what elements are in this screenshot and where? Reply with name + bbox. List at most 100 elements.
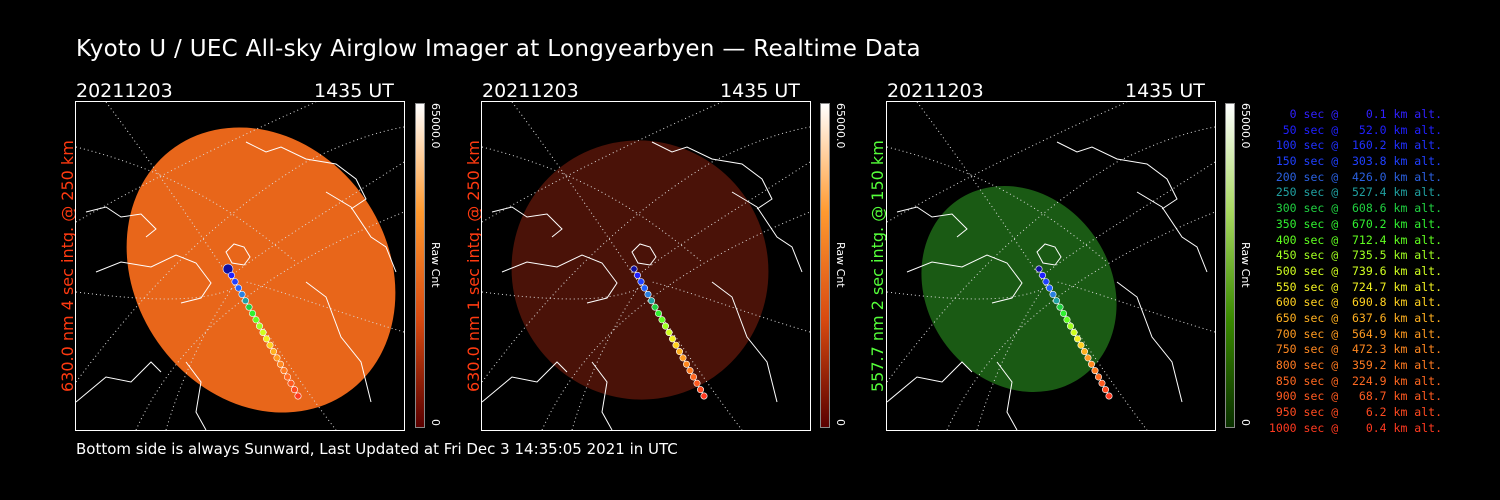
track-point [1081,348,1089,356]
latlon-grid [76,102,404,430]
track-point [686,367,694,375]
panel-2-cbar-min: 0 [834,419,847,426]
track-point [690,373,698,381]
legend-row: 550 sec @ 724.7 km alt. [1268,279,1442,294]
legend-row: 350 sec @ 670.2 km alt. [1268,216,1442,231]
legend-row: 300 sec @ 608.6 km alt. [1268,201,1442,216]
track-point [1067,322,1075,330]
track-point [277,360,285,368]
legend-row: 650 sec @ 637.6 km alt. [1268,310,1442,325]
track-point [655,309,663,317]
sky-image-disc [126,127,396,413]
panel-3-cbar-min: 0 [1239,419,1252,426]
track-point [665,329,673,337]
track-point [245,303,253,311]
footer-status: Bottom side is always Sunward, Last Upda… [76,440,678,458]
track-point [1060,309,1068,317]
track-point [235,284,243,292]
panel-1-image [75,101,405,431]
track-point [1046,284,1054,292]
panel-1-cbar-label: Raw Cnt [429,242,442,288]
legend-row: 750 sec @ 472.3 km alt. [1268,342,1442,357]
track-point [1074,335,1082,343]
track-point [1070,329,1078,337]
track-point [294,392,302,400]
panel-2-date: 20211203 [482,80,579,102]
panel-3-ylabel: 557.7 nm 2 sec intg. @ 150 km [868,140,887,392]
sky-image-disc [921,185,1117,393]
coastline-map [887,141,1208,430]
track-point [287,379,295,387]
legend-row: 450 sec @ 735.5 km alt. [1268,248,1442,263]
track-point [1042,278,1050,286]
track-point [662,322,670,330]
track-point [263,335,271,343]
satellite-track [630,265,708,400]
track-point [1063,316,1071,324]
track-point [634,271,642,279]
track-point [242,297,250,305]
legend-row: 700 sec @ 564.9 km alt. [1268,326,1442,341]
panel-3-cbar-label: Raw Cnt [1239,242,1252,288]
panel-2-cbar-label: Raw Cnt [834,242,847,288]
track-point [284,373,292,381]
latlon-grid [482,102,810,430]
page-title: Kyoto U / UEC All-sky Airglow Imager at … [76,36,921,62]
track-point [273,354,281,362]
legend-row: 0 sec @ 0.1 km alt. [1268,107,1442,121]
track-point [676,348,684,356]
panel-2-cbar-max: 65000.0 [834,103,847,149]
satellite-track [1035,265,1113,400]
track-point [641,284,649,292]
panel-3-image [886,101,1216,431]
track-point [658,316,666,324]
panel-1-cbar-min: 0 [429,419,442,426]
legend-row: 1000 sec @ 0.4 km alt. [1268,420,1442,435]
track-point [697,386,705,394]
legend-row: 850 sec @ 224.9 km alt. [1268,373,1442,388]
track-point [280,367,288,375]
track-point [1049,290,1057,298]
altitude-legend: 0 sec @ 0.1 km alt. 50 sec @ 52.0 km alt… [1262,107,1442,436]
track-point [222,263,234,275]
track-point [1105,392,1113,400]
track-point [651,303,659,311]
sky-image-disc [511,140,769,400]
track-point [648,297,656,305]
track-point [1084,354,1092,362]
legend-row: 800 sec @ 359.2 km alt. [1268,358,1442,372]
panel-1-date: 20211203 [76,80,173,102]
track-point [228,271,236,279]
track-point [1035,265,1043,273]
track-point [644,290,652,298]
panel-1-colorbar [415,103,425,428]
legend-row: 400 sec @ 712.4 km alt. [1268,232,1442,247]
panel-2-image [481,101,811,431]
track-point [259,329,267,337]
legend-row: 500 sec @ 739.6 km alt. [1268,263,1442,278]
legend-row: 600 sec @ 690.8 km alt. [1268,295,1442,310]
latlon-grid [887,102,1215,430]
track-point [291,386,299,394]
track-point [1053,297,1061,305]
track-point [669,335,677,343]
track-point [1091,367,1099,375]
panel-3-colorbar [1225,103,1235,428]
track-point [1098,379,1106,387]
legend-row: 200 sec @ 426.0 km alt. [1268,169,1442,184]
track-point [683,360,691,368]
track-point [700,392,708,400]
panel-2-colorbar [820,103,830,428]
track-point [1088,360,1096,368]
track-point [256,322,264,330]
track-point [693,379,701,387]
track-point [252,316,260,324]
coastline-map [76,141,397,430]
panel-1-time: 1435 UT [314,80,394,102]
track-point [1077,341,1085,349]
satellite-track [222,263,302,400]
track-point [1039,271,1047,279]
track-point [637,278,645,286]
legend-row: 250 sec @ 527.4 km alt. [1268,185,1442,200]
legend-row: 950 sec @ 6.2 km alt. [1268,405,1442,420]
